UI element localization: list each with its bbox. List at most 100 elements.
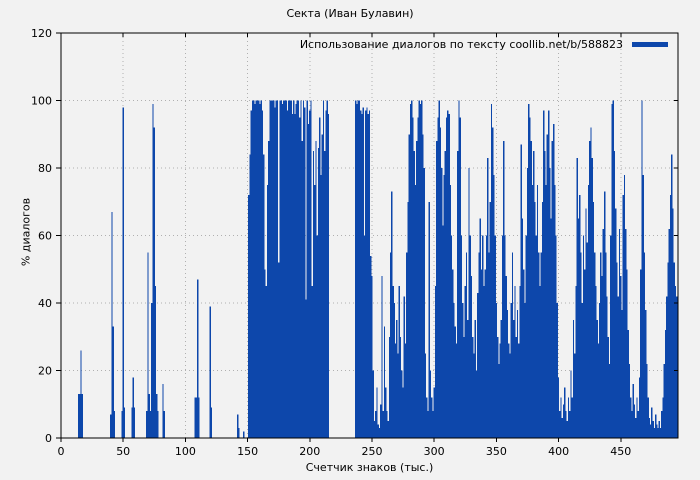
- impulse-bar: [154, 286, 157, 439]
- x-tick-label: 450: [610, 445, 631, 458]
- legend-line-swatch: [632, 42, 668, 47]
- impulse-bar: [627, 330, 629, 438]
- impulse-bar: [460, 235, 463, 438]
- impulse-bar: [547, 110, 550, 439]
- impulse-bar: [469, 235, 471, 438]
- impulse-bar: [149, 411, 152, 438]
- impulse-bar: [479, 218, 481, 439]
- impulse-bar: [122, 107, 124, 438]
- impulse-bar: [444, 151, 447, 439]
- impulse-bar: [534, 201, 536, 438]
- impulse-bar: [404, 343, 407, 438]
- impulse-bar: [396, 319, 398, 439]
- impulse-bar: [462, 303, 464, 438]
- x-axis-title: Счетчик знаков (тыс.): [305, 461, 434, 474]
- impulse-bar: [671, 154, 673, 438]
- impulse-bar: [438, 100, 440, 438]
- impulse-bar: [615, 208, 617, 438]
- impulse-bar: [525, 235, 527, 438]
- impulse-bar: [626, 269, 628, 438]
- impulse-bar: [662, 397, 664, 438]
- impulse-bar: [355, 100, 357, 438]
- impulse-bar: [596, 319, 598, 439]
- impulse-bar: [539, 286, 541, 439]
- impulse-bar: [612, 100, 614, 438]
- impulse-bar: [493, 174, 495, 438]
- impulse-bar: [391, 191, 393, 439]
- impulse-bar: [310, 100, 312, 438]
- impulse-bar: [269, 100, 271, 438]
- impulse-bar: [312, 151, 315, 439]
- impulse-bar: [146, 411, 148, 438]
- impulse-bar: [367, 114, 369, 438]
- impulse-bar: [515, 336, 517, 438]
- impulse-bar: [390, 252, 392, 439]
- impulse-bar: [659, 427, 662, 439]
- impulse-bar: [386, 411, 388, 438]
- impulse-bar: [528, 103, 530, 439]
- impulse-bar: [283, 100, 285, 438]
- impulse-bar: [317, 147, 320, 438]
- impulse-bar: [625, 228, 627, 438]
- impulse-bar: [439, 127, 442, 438]
- impulse-bar: [628, 363, 631, 438]
- impulse-bar: [455, 343, 458, 438]
- impulse-bar: [613, 151, 616, 439]
- impulse-bar: [623, 174, 626, 438]
- impulse-bar: [427, 411, 429, 438]
- impulse-bar: [557, 377, 560, 438]
- impulse-bar: [587, 184, 590, 439]
- impulse-bar: [368, 110, 371, 439]
- impulse-bar: [403, 296, 405, 438]
- impulse-bar: [288, 100, 290, 438]
- impulse-bar: [357, 100, 359, 438]
- impulse-bar: [157, 411, 159, 438]
- impulse-bar: [576, 157, 578, 439]
- impulse-bar: [256, 100, 259, 438]
- impulse-bar: [616, 262, 618, 438]
- impulse-bar: [360, 110, 362, 439]
- impulse-bar: [464, 286, 466, 439]
- impulse-bar: [501, 235, 504, 438]
- impulse-bar: [463, 336, 465, 438]
- impulse-bar: [428, 201, 430, 438]
- impulse-bar: [365, 110, 367, 439]
- impulse-bar: [411, 100, 413, 438]
- impulse-bar: [295, 103, 297, 439]
- impulse-bar: [284, 100, 286, 438]
- impulse-bar: [301, 141, 303, 438]
- impulse-bar: [290, 100, 292, 438]
- impulse-bar: [417, 117, 419, 439]
- impulse-bar: [597, 343, 600, 438]
- impulse-bar: [594, 252, 596, 439]
- impulse-bar: [279, 100, 281, 438]
- impulse-bar: [674, 286, 677, 439]
- impulse-bar: [121, 411, 123, 438]
- impulse-bar: [571, 397, 573, 438]
- impulse-bar: [526, 168, 529, 438]
- impulse-bar: [422, 134, 424, 438]
- impulse-bar: [198, 397, 200, 438]
- impulse-bar: [250, 110, 252, 439]
- impulse-bar: [540, 252, 542, 439]
- legend: Использование диалогов по тексту coollib…: [300, 38, 668, 51]
- impulse-bar: [388, 336, 391, 438]
- impulse-bar: [564, 387, 566, 439]
- impulse-bar: [566, 421, 568, 439]
- impulse-bar: [366, 107, 368, 438]
- impulse-bar: [586, 242, 588, 438]
- impulse-bar: [664, 330, 667, 438]
- impulse-bar: [274, 107, 276, 438]
- impulse-bar: [275, 100, 277, 438]
- impulse-bar: [607, 336, 609, 438]
- impulse-bar: [132, 377, 134, 438]
- impulse-bar: [321, 134, 323, 438]
- impulse-bar: [503, 141, 505, 438]
- impulse-bar: [210, 407, 213, 439]
- impulse-bar: [642, 174, 644, 438]
- impulse-bar: [194, 397, 196, 438]
- impulse-bar: [505, 276, 507, 438]
- impulse-bar: [449, 184, 451, 439]
- impulse-bar: [572, 319, 575, 439]
